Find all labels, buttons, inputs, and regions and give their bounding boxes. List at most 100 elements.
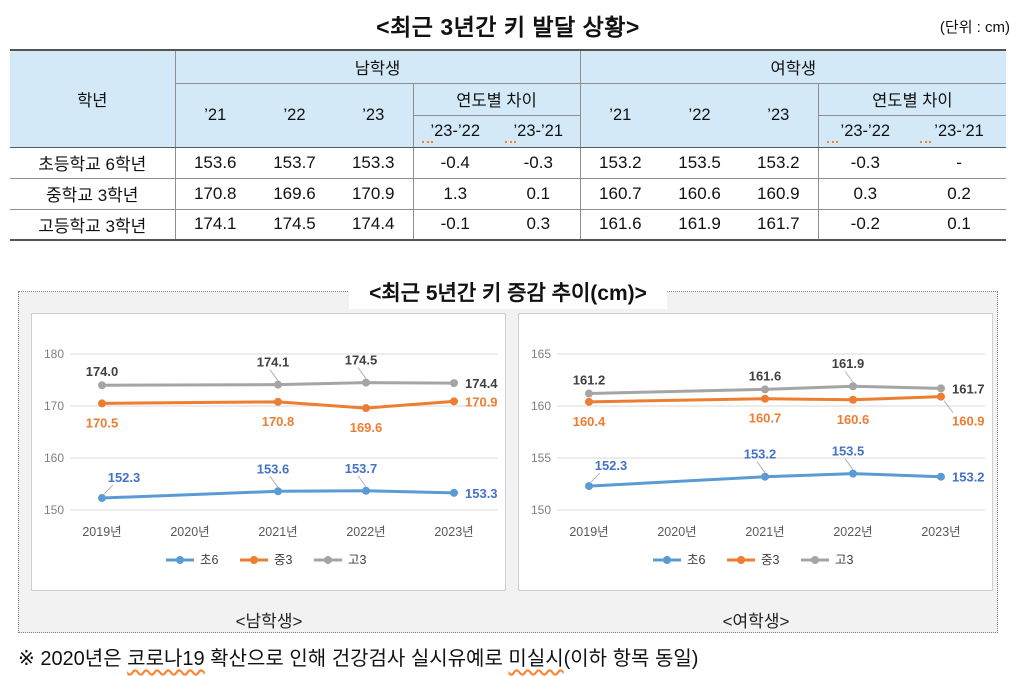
x-tick-label: 2020년 [657, 525, 696, 539]
data-label: 160.9 [952, 414, 985, 429]
data-marker [761, 394, 769, 403]
unit-note: (단위 : cm) [939, 19, 1010, 36]
data-label: 160.6 [837, 412, 870, 427]
data-marker [585, 389, 593, 398]
series-line-초6 [100, 489, 456, 500]
table-cell-value: 161.6 [579, 209, 661, 240]
series-line-초6 [587, 472, 943, 488]
data-marker [761, 385, 769, 394]
data-marker [362, 404, 370, 413]
data-label: 170.5 [86, 415, 119, 430]
table-cell-value: 174.4 [334, 209, 413, 240]
header-male-diff-2322: ’23-’22 [412, 115, 497, 148]
label-leader-line [756, 461, 766, 474]
table-cell-value: - [912, 147, 1007, 179]
y-tick-label: 160 [44, 451, 64, 465]
table-cell-value: -0.2 [817, 209, 913, 240]
table-cell-value: 0.1 [497, 178, 581, 210]
table-cell-value: 153.2 [739, 147, 819, 179]
data-marker [937, 384, 945, 393]
data-marker [450, 488, 458, 497]
table-row: 초등학교 6학년 153.6 153.7 153.3 -0.4 -0.3 153.2 153.… [10, 147, 1007, 179]
header-diff-label: ’23-’21 [934, 121, 984, 140]
data-marker [362, 378, 370, 387]
spellcheck-squiggle [920, 140, 932, 143]
data-label: 161.6 [749, 368, 782, 383]
data-marker [585, 482, 593, 491]
data-marker [98, 494, 106, 503]
x-tick-label: 2022년 [833, 525, 872, 539]
table-cell-value: 153.7 [255, 147, 334, 179]
table-cell-value: 0.2 [912, 178, 1007, 210]
table-cell-value: -0.4 [412, 147, 497, 179]
data-label: 153.2 [952, 470, 985, 485]
header-female-diff-2322: ’23-’22 [817, 115, 913, 148]
table-cell-grade: 초등학교 6학년 [10, 147, 175, 179]
legend-dot-marker [250, 556, 258, 564]
chart-section: <최근 5년간 키 증감 추이(cm)> 150 160 170 180 2019년 20… [18, 275, 998, 633]
legend-label: 중3 [274, 553, 293, 567]
data-marker [274, 487, 282, 496]
male-students-chart: 150 160 170 180 2019년 2020년 2021년 2022년 2023년 152… [31, 313, 506, 591]
label-leader-line [943, 400, 954, 413]
data-label: 174.5 [345, 353, 378, 368]
table-cell-value: -0.3 [817, 147, 913, 179]
header-group-male: 남학생 [174, 50, 581, 84]
data-marker [98, 381, 106, 390]
legend-label: 고3 [835, 553, 854, 567]
label-leader-line [269, 369, 279, 381]
label-leader-line [844, 458, 854, 470]
data-marker [274, 380, 282, 389]
table-cell-value: 160.6 [660, 178, 740, 210]
table-cell-value: 170.8 [174, 178, 255, 210]
data-marker [274, 397, 282, 406]
footnote-spellcheck-word: 미실시 [508, 648, 564, 670]
data-label: 161.9 [832, 356, 865, 371]
data-label: 153.3 [465, 486, 498, 501]
data-label: 174.1 [257, 355, 290, 370]
legend-label: 중3 [761, 553, 780, 567]
header-group-female: 여학생 [579, 50, 1007, 84]
table-cell-value: 174.5 [255, 209, 334, 240]
table-body: 초등학교 6학년 153.6 153.7 153.3 -0.4 -0.3 153.2 153.… [10, 147, 1007, 240]
data-marker [362, 486, 370, 495]
table-cell-grade: 중학교 3학년 [10, 178, 175, 210]
y-tick-label: 180 [44, 347, 64, 361]
header-female-year-22: ’22 [660, 83, 740, 148]
table-cell-value: 153.3 [334, 147, 413, 179]
legend-dot-marker [663, 556, 671, 564]
header-grade: 학년 [10, 50, 175, 148]
data-marker [585, 397, 593, 406]
data-marker [98, 399, 106, 408]
table-cell-value: -0.1 [412, 209, 497, 240]
data-label: 153.5 [832, 444, 865, 459]
legend-label: 초6 [200, 553, 219, 567]
header-male-year-21: ’21 [174, 83, 255, 148]
table-cell-value: 153.5 [660, 147, 740, 179]
table-cell-value: 153.2 [579, 147, 661, 179]
header-female-year-21: ’21 [579, 83, 661, 148]
legend-dot-marker [737, 556, 745, 564]
series-line-고3 [100, 381, 456, 387]
female-chart-svg: 150 155 160 165 2019년 2020년 2021년 2022년 2023년 152… [531, 347, 985, 567]
label-leader-line [357, 367, 367, 379]
y-tick-label: 165 [531, 347, 551, 361]
data-marker [849, 395, 857, 404]
label-leader-line [269, 475, 279, 488]
x-tick-label: 2021년 [258, 525, 297, 539]
spellcheck-squiggle [826, 140, 838, 143]
header-male-year-22: ’22 [255, 83, 334, 148]
x-tick-label: 2021년 [745, 525, 784, 539]
data-label: 170.8 [262, 414, 295, 429]
height-table: 학년 남학생 여학생 ’21 ’22 ’23 연도별 차이 ’21 ’22 ’2… [10, 49, 1007, 241]
spellcheck-squiggle [505, 140, 516, 143]
table-row: 중학교 3학년 170.8 169.6 170.9 1.3 0.1 160.7 160.6 16… [10, 178, 1007, 210]
label-leader-line [103, 484, 114, 495]
series-line-중3 [100, 399, 456, 410]
y-tick-label: 155 [531, 451, 551, 465]
table-cell-value: 1.3 [412, 178, 497, 210]
data-marker [937, 472, 945, 481]
chart-section-title: <최근 5년간 키 증감 추이(cm)> [349, 275, 667, 309]
legend-dot-marker [811, 556, 819, 564]
data-marker [761, 472, 769, 481]
